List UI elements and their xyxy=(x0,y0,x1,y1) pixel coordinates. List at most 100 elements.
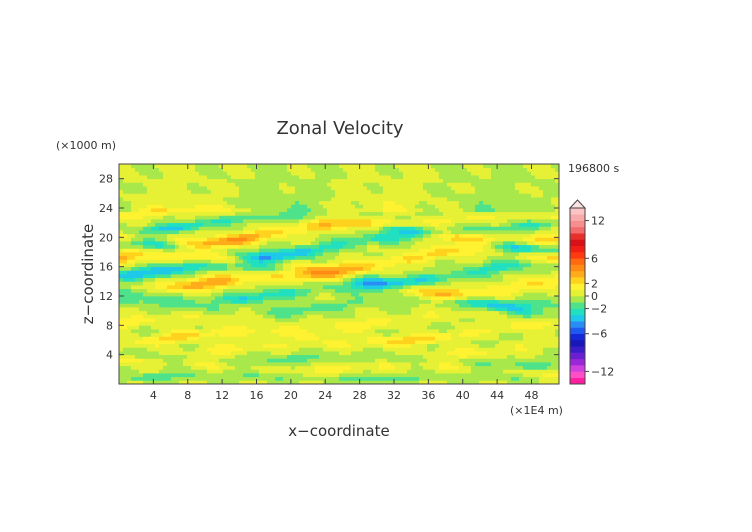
heatmap-cell xyxy=(523,230,528,235)
heatmap-cell xyxy=(211,259,216,264)
heatmap-cell xyxy=(419,237,424,242)
heatmap-cell xyxy=(251,233,256,238)
heatmap-cell xyxy=(135,318,140,323)
heatmap-cell xyxy=(391,263,396,268)
heatmap-cell xyxy=(495,277,500,282)
heatmap-cell xyxy=(371,233,376,238)
heatmap-cell xyxy=(263,354,268,359)
heatmap-cell xyxy=(443,307,448,312)
heatmap-cell xyxy=(435,281,440,286)
heatmap-cell xyxy=(391,226,396,231)
heatmap-cell xyxy=(191,380,196,385)
heatmap-cell xyxy=(355,263,360,268)
heatmap-cell xyxy=(407,332,412,337)
heatmap-cell xyxy=(155,274,160,279)
heatmap-cell xyxy=(183,336,188,341)
heatmap-cell xyxy=(247,244,252,249)
heatmap-cell xyxy=(495,376,500,381)
heatmap-cell xyxy=(503,270,508,275)
heatmap-cell xyxy=(307,226,312,231)
heatmap-cell xyxy=(427,274,432,279)
heatmap-cell xyxy=(547,340,552,345)
heatmap-cell xyxy=(179,336,184,341)
heatmap-cell xyxy=(259,299,264,304)
heatmap-cell xyxy=(347,230,352,235)
heatmap-cell xyxy=(367,332,372,337)
heatmap-cell xyxy=(127,336,132,341)
heatmap-cell xyxy=(495,325,500,330)
heatmap-cell xyxy=(335,376,340,381)
heatmap-cell xyxy=(147,244,152,249)
heatmap-cell xyxy=(231,233,236,238)
heatmap-cell xyxy=(155,376,160,381)
heatmap-cell xyxy=(227,266,232,271)
heatmap-cell xyxy=(159,255,164,260)
heatmap-cell xyxy=(235,343,240,348)
heatmap-cell xyxy=(447,244,452,249)
heatmap-cell xyxy=(475,362,480,367)
heatmap-cell xyxy=(303,314,308,319)
heatmap-cell xyxy=(143,354,148,359)
heatmap-cell xyxy=(431,281,436,286)
heatmap-cell xyxy=(387,321,392,326)
heatmap-cell xyxy=(455,340,460,345)
heatmap-cell xyxy=(543,299,548,304)
heatmap-cell xyxy=(383,274,388,279)
heatmap-cell xyxy=(335,310,340,315)
heatmap-cell xyxy=(451,230,456,235)
heatmap-cell xyxy=(331,237,336,242)
heatmap-cell xyxy=(415,358,420,363)
heatmap-cell xyxy=(351,226,356,231)
heatmap-cell xyxy=(239,362,244,367)
heatmap-cell xyxy=(159,241,164,246)
heatmap-cell xyxy=(391,336,396,341)
heatmap-cell xyxy=(251,215,256,220)
heatmap-cell xyxy=(143,365,148,370)
heatmap-cell xyxy=(335,318,340,323)
heatmap-cell xyxy=(239,226,244,231)
heatmap-cell xyxy=(335,259,340,264)
heatmap-cell xyxy=(543,248,548,253)
heatmap-cell xyxy=(379,354,384,359)
heatmap-cell xyxy=(343,376,348,381)
heatmap-cell xyxy=(451,310,456,315)
heatmap-cell xyxy=(523,288,528,293)
heatmap-cell xyxy=(183,318,188,323)
heatmap-cell xyxy=(163,230,168,235)
heatmap-cell xyxy=(323,321,328,326)
heatmap-cell xyxy=(307,336,312,341)
heatmap-cell xyxy=(183,266,188,271)
heatmap-cell xyxy=(299,325,304,330)
heatmap-cell xyxy=(547,230,552,235)
heatmap-cell xyxy=(335,365,340,370)
heatmap-cell xyxy=(171,365,176,370)
heatmap-cell xyxy=(419,369,424,374)
heatmap-cell xyxy=(123,222,128,227)
heatmap-cell xyxy=(179,259,184,264)
heatmap-cell xyxy=(543,292,548,297)
heatmap-cell xyxy=(407,237,412,242)
heatmap-cell xyxy=(415,307,420,312)
heatmap-cell xyxy=(519,303,524,308)
heatmap-cell xyxy=(167,226,172,231)
heatmap-cell xyxy=(407,255,412,260)
heatmap-cell xyxy=(199,215,204,220)
heatmap-cell xyxy=(459,237,464,242)
heatmap-cell xyxy=(203,347,208,352)
heatmap-cell xyxy=(355,303,360,308)
heatmap-cell xyxy=(499,340,504,345)
heatmap-cell xyxy=(371,329,376,334)
heatmap-cell xyxy=(199,237,204,242)
heatmap-cell xyxy=(343,351,348,356)
heatmap-cell xyxy=(235,266,240,271)
heatmap-cell xyxy=(495,230,500,235)
heatmap-cell xyxy=(211,244,216,249)
heatmap-cell xyxy=(127,347,132,352)
heatmap-cell xyxy=(539,343,544,348)
heatmap-cell xyxy=(135,354,140,359)
heatmap-cell xyxy=(419,248,424,253)
heatmap-cell xyxy=(167,354,172,359)
heatmap-cell xyxy=(267,336,272,341)
heatmap-cell xyxy=(195,318,200,323)
heatmap-cell xyxy=(287,233,292,238)
